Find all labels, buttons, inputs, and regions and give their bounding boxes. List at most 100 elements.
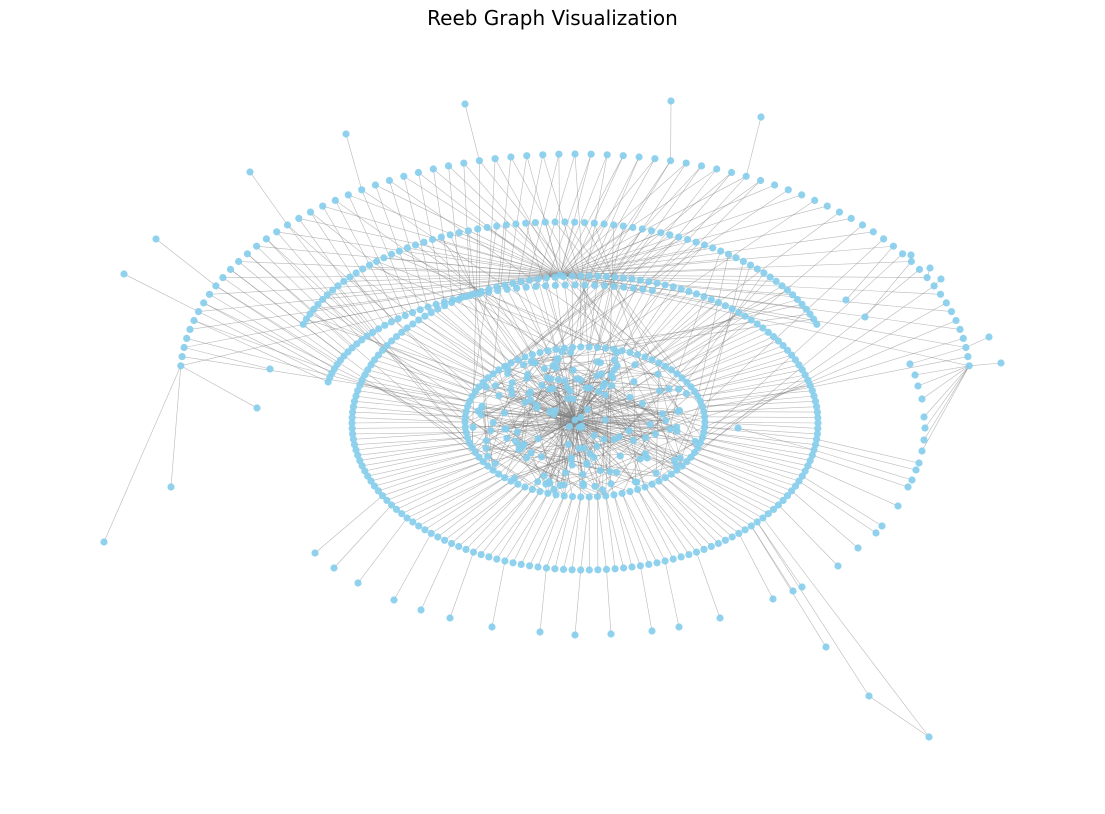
graph-node xyxy=(593,343,602,351)
graph-node xyxy=(539,151,547,159)
graph-edge xyxy=(633,381,636,482)
graph-node xyxy=(802,305,810,313)
graph-edge xyxy=(310,211,505,367)
graph-node xyxy=(842,296,850,304)
graph-node xyxy=(811,397,820,405)
graph-edge xyxy=(465,296,519,360)
graph-node xyxy=(523,374,531,382)
graph-node xyxy=(266,365,274,373)
graph-edge xyxy=(613,494,641,566)
graph-node xyxy=(387,318,395,326)
graph-edge xyxy=(222,277,341,361)
graph-node xyxy=(906,360,914,368)
graph-node xyxy=(753,320,761,328)
graph-edge xyxy=(215,285,338,365)
graph-edge xyxy=(702,437,813,456)
graph-node xyxy=(602,492,610,500)
graph-node xyxy=(714,298,723,307)
graph-edge xyxy=(418,319,499,371)
graph-node xyxy=(645,560,653,569)
graph-node xyxy=(383,496,391,504)
graph-edge xyxy=(487,382,513,467)
graph-node xyxy=(618,347,626,355)
graph-edge xyxy=(238,261,349,353)
graph-edge xyxy=(504,180,761,367)
graph-node xyxy=(742,172,750,180)
graph-node xyxy=(600,282,609,290)
graph-node xyxy=(683,458,691,466)
graph-edge xyxy=(544,368,704,433)
graph-node xyxy=(813,403,821,411)
graph-edge xyxy=(559,257,737,276)
graph-node xyxy=(779,342,787,350)
graph-node xyxy=(521,353,529,361)
graph-edge xyxy=(543,347,598,476)
graph-edge xyxy=(756,521,870,697)
graph-node xyxy=(633,478,641,486)
graph-node xyxy=(611,273,619,281)
graph-edge xyxy=(473,489,533,553)
graph-node xyxy=(759,514,767,522)
graph-edge xyxy=(594,160,671,286)
graph-node xyxy=(514,356,522,364)
graph-node xyxy=(619,222,627,230)
graph-node xyxy=(540,365,549,373)
graph-edge xyxy=(549,411,588,465)
graph-edge xyxy=(449,551,474,619)
graph-node xyxy=(219,274,227,282)
graph-edge xyxy=(676,250,721,374)
graph-node xyxy=(656,387,664,395)
graph-node xyxy=(507,477,515,485)
graph-edge xyxy=(180,274,561,367)
graph-edge xyxy=(465,486,526,550)
graph-edge xyxy=(604,162,687,286)
graph-edge xyxy=(704,426,817,440)
graph-edge xyxy=(370,364,473,397)
graph-edge xyxy=(266,238,363,341)
graph-node xyxy=(638,225,646,233)
graph-edge xyxy=(491,560,506,628)
graph-edge xyxy=(406,473,499,519)
graph-edge xyxy=(354,437,468,445)
graph-node xyxy=(669,555,677,563)
graph-edge xyxy=(170,365,182,488)
graph-node xyxy=(392,505,401,513)
graph-node xyxy=(561,281,569,289)
graph-edge xyxy=(401,469,494,514)
graph-node xyxy=(400,172,408,180)
graph-node xyxy=(319,295,327,304)
graph-node xyxy=(858,221,867,229)
graph-node xyxy=(769,333,778,341)
graph-node xyxy=(783,346,792,354)
graph-node xyxy=(610,345,618,353)
graph-node xyxy=(478,402,486,410)
graph-node xyxy=(403,514,411,522)
graph-node xyxy=(657,229,665,237)
graph-node xyxy=(455,542,463,551)
graph-node xyxy=(536,628,544,636)
graph-edge xyxy=(676,469,764,519)
graph-edge xyxy=(391,465,489,506)
graph-edge xyxy=(815,444,917,471)
graph-edge xyxy=(791,490,859,549)
graph-node xyxy=(643,454,651,462)
graph-edge xyxy=(391,340,484,383)
graph-edge xyxy=(247,253,353,349)
graph-node xyxy=(878,522,886,530)
graph-edge xyxy=(472,289,788,448)
graph-node xyxy=(872,529,880,537)
graph-node xyxy=(469,423,477,431)
graph-node xyxy=(359,265,367,273)
graph-edge xyxy=(704,426,818,435)
graph-node xyxy=(760,269,768,277)
graph-node xyxy=(474,407,482,415)
graph-edge xyxy=(676,264,751,471)
graph-node xyxy=(567,454,575,462)
graph-node xyxy=(552,345,560,353)
graph-node xyxy=(757,113,765,121)
graph-node xyxy=(501,409,509,417)
graph-node xyxy=(495,366,503,374)
graph-node xyxy=(636,455,645,463)
graph-edge xyxy=(571,496,582,570)
graph-edge xyxy=(364,374,470,402)
